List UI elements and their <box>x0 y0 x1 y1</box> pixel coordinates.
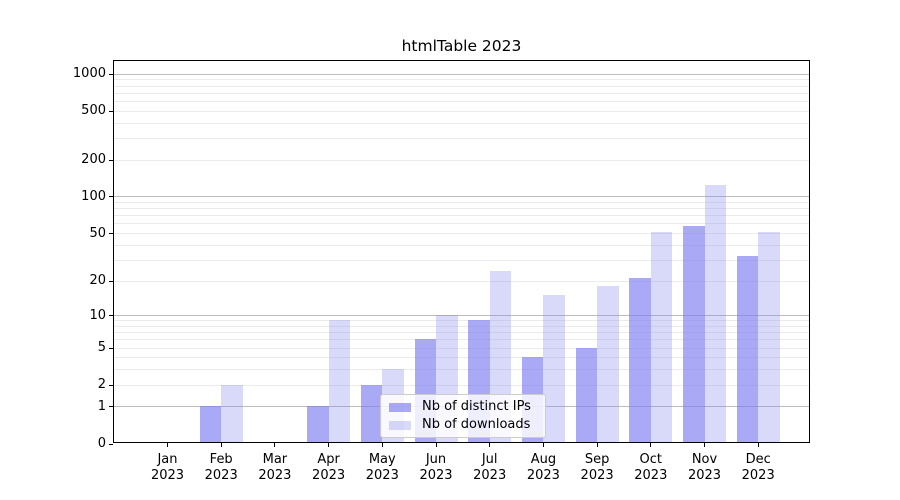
gridline-minor <box>113 85 810 87</box>
bar-distinct-ips-nov <box>683 226 705 443</box>
x-tick-mark <box>328 443 330 447</box>
y-tick-label: 10 <box>89 307 106 323</box>
x-tick-label-aug: Aug 2023 <box>526 452 560 483</box>
y-tick-mark <box>109 347 113 349</box>
y-tick-label: 500 <box>81 103 106 119</box>
gridline-major <box>113 315 810 317</box>
legend-entry-distinct-ips: Nb of distinct IPs <box>389 400 536 414</box>
x-tick-mark <box>489 443 491 447</box>
legend-entry-downloads: Nb of downloads <box>389 418 536 432</box>
x-tick-label-sep: Sep 2023 <box>580 452 614 483</box>
bar-distinct-ips-feb <box>199 406 222 443</box>
y-tick-label: 5 <box>97 340 106 356</box>
x-tick-mark <box>596 443 598 447</box>
bar-downloads-sep <box>597 285 619 443</box>
gridline-minor <box>113 223 810 225</box>
x-tick-mark <box>220 443 222 447</box>
gridline-minor <box>113 332 810 334</box>
x-tick-mark <box>650 443 652 447</box>
y-tick-label: 100 <box>81 188 106 204</box>
x-tick-label-mar: Mar 2023 <box>258 452 292 483</box>
gridline-minor <box>113 215 810 217</box>
gridline-minor <box>113 122 810 124</box>
gridline-minor <box>113 384 810 386</box>
gridline-minor <box>113 92 810 94</box>
gridline-minor <box>113 347 810 349</box>
y-tick-mark <box>109 280 113 282</box>
gridline-minor <box>113 280 810 282</box>
x-tick-mark <box>757 443 759 447</box>
y-tick-label: 0 <box>97 436 106 451</box>
gridline-minor <box>113 320 810 322</box>
legend: Nb of distinct IPs Nb of downloads <box>380 394 546 438</box>
x-tick-label-dec: Dec 2023 <box>741 452 775 483</box>
gridline-major <box>113 196 810 198</box>
gridline-minor <box>113 233 810 234</box>
bar-downloads-dec <box>758 231 780 443</box>
legend-label-downloads: Nb of downloads <box>422 417 531 432</box>
y-tick-mark <box>109 406 113 408</box>
gridline-minor <box>113 159 810 161</box>
bar-downloads-oct <box>650 231 673 443</box>
bar-downloads-feb <box>221 384 243 443</box>
gridline-minor <box>113 208 810 210</box>
gridline-minor <box>113 259 810 261</box>
gridline-minor <box>113 110 810 112</box>
y-tick-mark <box>109 159 113 161</box>
y-tick-mark <box>109 384 113 386</box>
x-tick-label-nov: Nov 2023 <box>687 452 722 483</box>
x-tick-label-apr: Apr 2023 <box>312 452 346 483</box>
bar-distinct-ips-dec <box>736 256 759 443</box>
legend-swatch-distinct-ips <box>389 402 411 412</box>
legend-label-distinct-ips: Nb of distinct IPs <box>422 399 531 414</box>
gridline-minor <box>113 369 810 371</box>
y-tick-mark <box>109 196 113 198</box>
x-tick-label-may: May 2023 <box>365 452 399 483</box>
gridline-minor <box>113 202 810 203</box>
y-tick-mark <box>109 443 113 445</box>
y-tick-label: 2 <box>97 377 106 393</box>
bar-distinct-ips-oct <box>629 278 651 443</box>
gridline-minor <box>113 100 810 102</box>
gridline-minor <box>113 137 810 139</box>
x-tick-mark <box>542 443 544 447</box>
bar-distinct-ips-apr <box>307 406 329 443</box>
y-tick-label: 1 <box>97 398 106 414</box>
legend-swatch-downloads <box>389 420 411 430</box>
y-tick-label: 50 <box>89 225 106 241</box>
gridline-minor <box>113 244 810 246</box>
x-tick-label-oct: Oct 2023 <box>634 452 668 483</box>
gridline-minor <box>113 357 810 359</box>
y-tick-mark <box>109 73 113 75</box>
x-tick-label-jul: Jul 2023 <box>473 452 507 483</box>
x-tick-label-feb: Feb 2023 <box>204 452 238 483</box>
x-tick-mark <box>435 443 437 447</box>
y-tick-mark <box>109 110 113 112</box>
bar-downloads-aug <box>543 295 565 443</box>
x-tick-label-jan: Jan 2023 <box>150 452 185 483</box>
x-tick-mark <box>274 443 276 447</box>
y-tick-label: 1000 <box>72 66 106 82</box>
y-tick-label: 200 <box>81 152 106 168</box>
x-tick-label-jun: Jun 2023 <box>419 452 453 483</box>
x-tick-mark <box>381 443 383 447</box>
bar-downloads-apr <box>328 320 351 443</box>
gridline-minor <box>113 79 810 81</box>
gridline-minor <box>113 339 810 341</box>
bar-downloads-nov <box>704 184 726 443</box>
gridline-major <box>113 73 810 75</box>
y-tick-mark <box>109 233 113 234</box>
y-tick-label: 20 <box>89 273 106 288</box>
chart-title: htmlTable 2023 <box>401 37 522 55</box>
x-tick-mark <box>704 443 705 447</box>
gridline-minor <box>113 325 810 327</box>
x-tick-mark <box>167 443 168 447</box>
y-tick-mark <box>109 315 113 317</box>
bar-distinct-ips-may <box>360 384 383 443</box>
bar-distinct-ips-sep <box>575 347 598 443</box>
